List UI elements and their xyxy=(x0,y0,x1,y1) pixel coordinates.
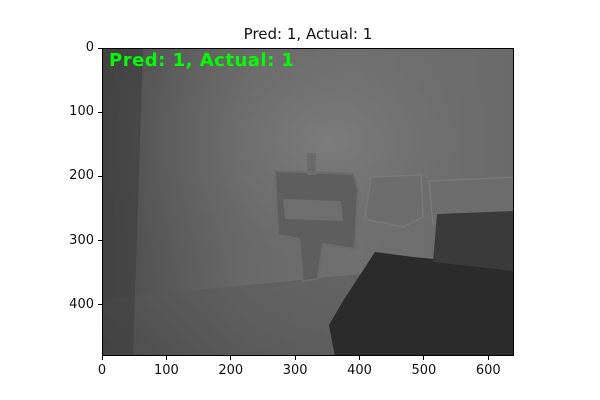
y-tick-mark xyxy=(98,304,102,306)
x-tick-label: 200 xyxy=(218,363,244,378)
overlay-prediction-text: Pred: 1, Actual: 1 xyxy=(109,50,295,71)
y-tick-mark xyxy=(98,175,102,177)
x-tick-label: 100 xyxy=(153,363,179,378)
x-tick-mark xyxy=(230,356,232,360)
figure-title: Pred: 1, Actual: 1 xyxy=(243,25,373,43)
image-axes: Pred: 1, Actual: 1 xyxy=(102,48,514,356)
y-tick-mark xyxy=(98,47,102,49)
x-tick-mark xyxy=(487,356,489,360)
x-tick-mark xyxy=(423,356,425,360)
y-tick-mark xyxy=(98,240,102,241)
x-tick-mark xyxy=(359,356,360,360)
x-tick-label: 600 xyxy=(475,363,501,378)
x-tick-label: 0 xyxy=(97,363,107,378)
y-tick-label: 0 xyxy=(85,40,94,55)
x-tick-label: 500 xyxy=(411,363,437,378)
x-tick-mark xyxy=(294,356,296,360)
x-tick-mark xyxy=(165,356,167,360)
x-tick-label: 300 xyxy=(282,363,308,378)
y-tick-label: 300 xyxy=(69,232,94,248)
y-tick-mark xyxy=(98,111,102,113)
y-tick-label: 100 xyxy=(69,104,94,120)
y-tick-label: 400 xyxy=(69,296,94,312)
y-tick-label: 200 xyxy=(69,168,94,184)
x-tick-mark xyxy=(101,356,103,360)
chair-shape xyxy=(273,153,360,283)
depth-image xyxy=(103,49,513,355)
x-tick-label: 400 xyxy=(347,363,372,378)
